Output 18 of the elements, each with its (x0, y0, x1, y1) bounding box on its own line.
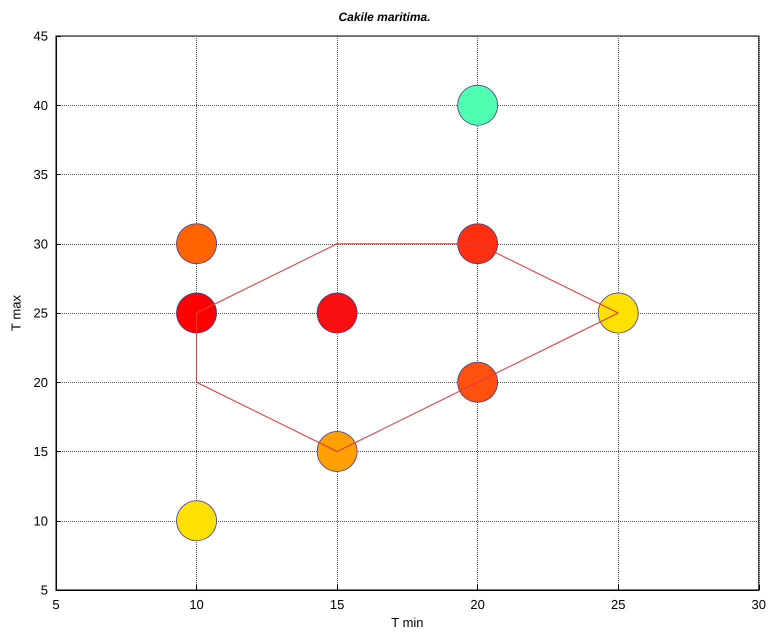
x-axis-title: T min (391, 614, 424, 630)
y-tick-label: 10 (34, 513, 48, 528)
x-tick-label: 20 (470, 597, 485, 612)
y-axis-title: T max (8, 294, 24, 331)
x-tick-label: 30 (752, 597, 766, 612)
y-tick-label: 35 (34, 167, 48, 182)
y-tick-label: 40 (34, 98, 48, 113)
chart-title: Cakile maritima. (338, 10, 431, 24)
x-tick-label: 10 (189, 597, 204, 612)
y-tick-label: 15 (34, 444, 48, 459)
x-tick-label: 25 (610, 597, 626, 612)
y-tick-label: 20 (34, 374, 48, 390)
y-tick-label: 25 (34, 306, 48, 320)
x-tick-label: 15 (330, 597, 344, 612)
y-tick-label: 5 (40, 582, 48, 598)
x-tick-label: 5 (52, 597, 60, 612)
y-tick-label: 45 (34, 28, 48, 44)
y-tick-label: 30 (34, 236, 48, 252)
